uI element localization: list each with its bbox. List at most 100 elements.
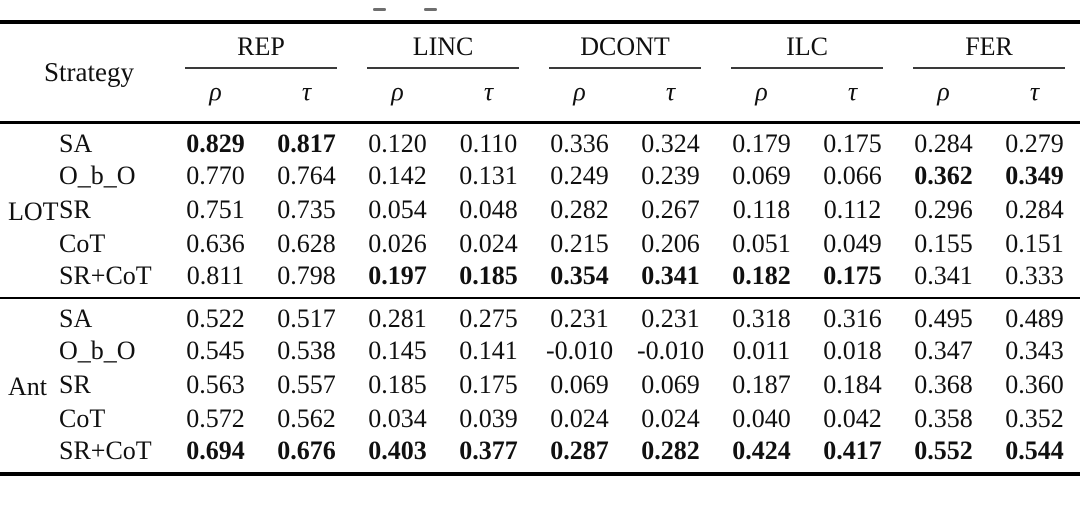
- tau-subheader: τ: [301, 77, 312, 106]
- value-cell: 0.024: [459, 228, 518, 258]
- value-cell: 0.811: [186, 261, 245, 291]
- group-underline: [913, 67, 1066, 69]
- value-cell: 0.572: [186, 403, 245, 433]
- results-table: Strategy REP LINC DCONT ILC: [0, 20, 1080, 476]
- value-cell: 0.110: [459, 128, 518, 158]
- value-cell: 0.495: [914, 303, 973, 333]
- value-cell: 0.151: [1005, 228, 1064, 258]
- value-cell: 0.042: [823, 403, 882, 433]
- value-cell: 0.333: [1005, 261, 1064, 291]
- table-row: SR 0.751 0.735 0.054 0.048 0.282 0.267 0.118 0.1…: [0, 193, 1080, 227]
- strategy-cell: SA: [59, 303, 93, 333]
- strategy-cell: SR+CoT: [59, 436, 152, 466]
- group-underline: [731, 67, 884, 69]
- group-header-label: DCONT: [580, 32, 670, 61]
- value-cell: 0.341: [914, 261, 973, 291]
- value-cell: 0.184: [823, 369, 882, 399]
- value-cell: 0.358: [914, 403, 973, 433]
- value-cell: 0.403: [368, 436, 427, 466]
- value-cell: 0.182: [732, 261, 791, 291]
- value-cell: 0.764: [277, 160, 336, 190]
- value-cell: 0.282: [641, 436, 700, 466]
- cropped-text-artifact: [373, 8, 386, 11]
- header-sub-row: ρ τ ρ τ ρ τ ρ τ ρ τ: [0, 75, 1080, 122]
- value-cell: 0.284: [1005, 194, 1064, 224]
- value-cell: 0.538: [277, 335, 336, 365]
- value-cell: 0.360: [1005, 369, 1064, 399]
- value-cell: 0.141: [459, 335, 518, 365]
- value-cell: 0.051: [732, 228, 791, 258]
- rho-subheader: ρ: [755, 77, 768, 106]
- value-cell: 0.544: [1005, 436, 1064, 466]
- value-cell: 0.751: [186, 194, 245, 224]
- value-cell: 0.187: [732, 369, 791, 399]
- group-header-dcont: DCONT: [534, 22, 716, 75]
- value-cell: 0.694: [186, 436, 245, 466]
- value-cell: 0.279: [1005, 128, 1064, 158]
- strategy-cell: O_b_O: [59, 335, 136, 365]
- group-header-label: LINC: [412, 32, 474, 61]
- value-cell: 0.282: [550, 194, 609, 224]
- value-cell: 0.343: [1005, 335, 1064, 365]
- table-row: CoT 0.636 0.628 0.026 0.024 0.215 0.206 0.051 0.…: [0, 227, 1080, 261]
- value-cell: 0.557: [277, 369, 336, 399]
- value-cell: 0.352: [1005, 403, 1064, 433]
- value-cell: 0.069: [732, 160, 791, 190]
- value-cell: 0.296: [914, 194, 973, 224]
- value-cell: 0.231: [641, 303, 700, 333]
- value-cell: 0.770: [186, 160, 245, 190]
- value-cell: 0.281: [368, 303, 427, 333]
- value-cell: 0.069: [550, 369, 609, 399]
- value-cell: 0.354: [550, 261, 609, 291]
- value-cell: 0.636: [186, 228, 245, 258]
- strategy-cell: O_b_O: [59, 160, 136, 190]
- rho-subheader: ρ: [937, 77, 950, 106]
- rho-subheader: ρ: [391, 77, 404, 106]
- row-group-label: LOT: [8, 197, 59, 227]
- value-cell: 0.175: [823, 128, 882, 158]
- row-group-label: Ant: [8, 372, 47, 402]
- cropped-text-artifact: [424, 8, 437, 11]
- table-row: SR+CoT 0.694 0.676 0.403 0.377 0.287 0.282 0.42…: [0, 436, 1080, 474]
- value-cell: 0.249: [550, 160, 609, 190]
- value-cell: 0.231: [550, 303, 609, 333]
- value-cell: 0.817: [277, 128, 336, 158]
- value-cell: 0.024: [550, 403, 609, 433]
- rho-subheader: ρ: [573, 77, 586, 106]
- value-cell: 0.676: [277, 436, 336, 466]
- value-cell: 0.215: [550, 228, 609, 258]
- value-cell: 0.628: [277, 228, 336, 258]
- value-cell: 0.368: [914, 369, 973, 399]
- value-cell: 0.324: [641, 128, 700, 158]
- value-cell: 0.239: [641, 160, 700, 190]
- value-cell: 0.267: [641, 194, 700, 224]
- value-cell: 0.066: [823, 160, 882, 190]
- table-header: Strategy REP LINC DCONT ILC: [0, 22, 1080, 122]
- tau-subheader: τ: [483, 77, 494, 106]
- value-cell: 0.054: [368, 194, 427, 224]
- value-cell: 0.155: [914, 228, 973, 258]
- table-row: SR+CoT 0.811 0.798 0.197 0.185 0.354 0.341 0.18…: [0, 261, 1080, 298]
- value-cell: 0.175: [459, 369, 518, 399]
- value-cell: 0.034: [368, 403, 427, 433]
- value-cell: 0.112: [823, 194, 882, 224]
- strategy-cell: SR+CoT: [59, 261, 152, 291]
- strategy-cell: CoT: [59, 403, 106, 433]
- value-cell: 0.179: [732, 128, 791, 158]
- group-underline: [367, 67, 520, 69]
- tau-subheader: τ: [665, 77, 676, 106]
- value-cell: 0.049: [823, 228, 882, 258]
- value-cell: 0.185: [459, 261, 518, 291]
- value-cell: 0.040: [732, 403, 791, 433]
- group-header-linc: LINC: [352, 22, 534, 75]
- value-cell: 0.185: [368, 369, 427, 399]
- table-row: Ant SA 0.522 0.517 0.281 0.275 0.231 0.231 0.318…: [0, 298, 1080, 401]
- group-header-fer: FER: [898, 22, 1080, 75]
- value-cell: 0.316: [823, 303, 882, 333]
- strategy-cell: SR: [59, 194, 91, 224]
- value-cell: 0.552: [914, 436, 973, 466]
- value-cell: 0.039: [459, 403, 518, 433]
- value-cell: -0.010: [636, 335, 705, 365]
- value-cell: 0.131: [459, 160, 518, 190]
